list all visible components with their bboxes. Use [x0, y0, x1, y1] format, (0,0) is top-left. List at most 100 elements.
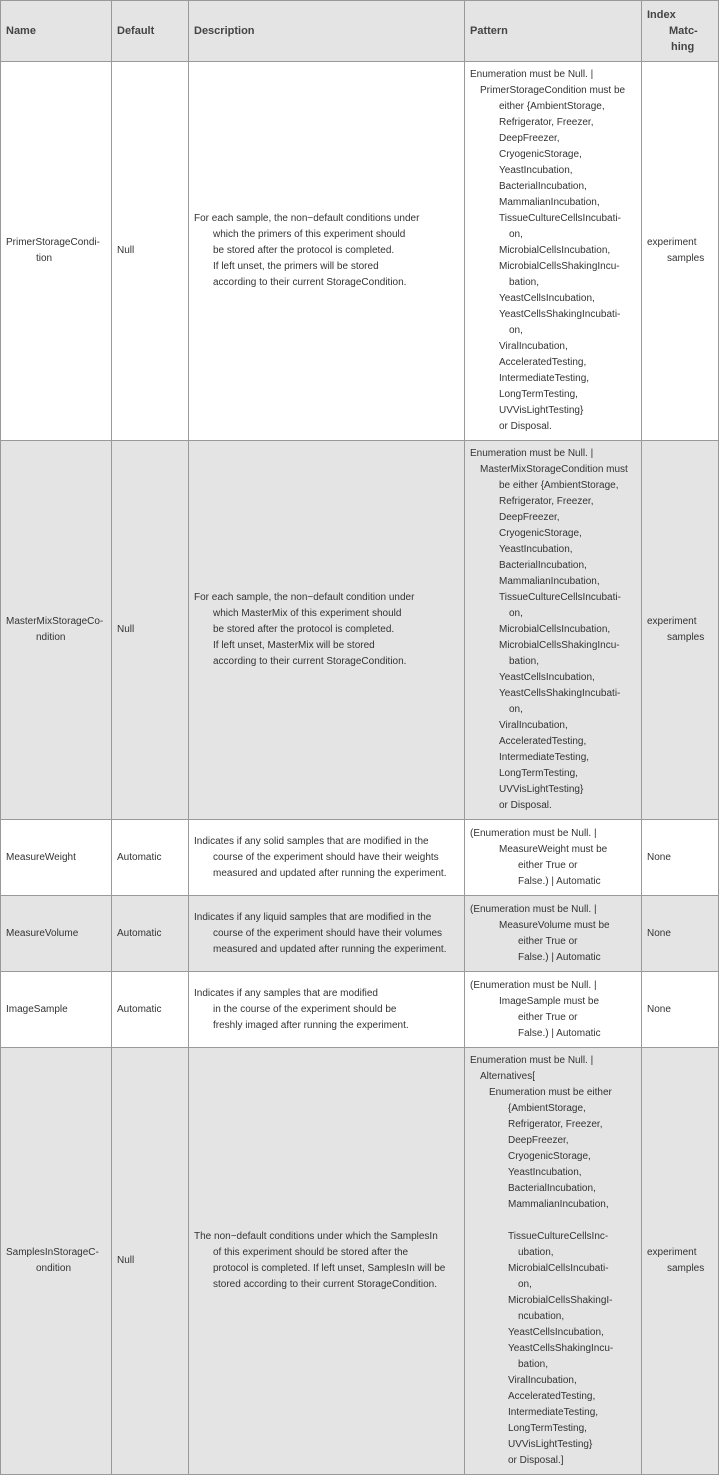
- pattern-cell-line: TissueCultureCellsInc-: [508, 1231, 609, 1242]
- pattern-cell-line: UVVisLightTesting}: [499, 405, 584, 416]
- pattern-cell-line: BacterialIncubation,: [508, 1183, 596, 1194]
- index-matching-cell: None: [641, 895, 719, 972]
- pattern-cell-line: ViralIncubation,: [508, 1375, 577, 1386]
- pattern-cell-line: ubation,: [518, 1247, 554, 1258]
- pattern-cell-line: either True or: [518, 935, 578, 947]
- pattern-cell-line: Enumeration must be Null. |: [470, 448, 594, 459]
- name-cell-line: ndition: [36, 632, 66, 643]
- pattern-cell-line: YeastCellsIncubation,: [508, 1327, 604, 1338]
- description-cell-line: be stored after the protocol is complete…: [213, 245, 395, 256]
- pattern-cell-line: Enumeration must be Null. |: [470, 69, 594, 80]
- pattern-cell-line: AcceleratedTesting,: [499, 736, 587, 747]
- pattern-cell-line: or Disposal.: [499, 800, 552, 811]
- pattern-cell-line: MicrobialCellsIncubation,: [499, 245, 611, 256]
- pattern-cell-line: MicrobialCellsShakingI-: [508, 1295, 613, 1306]
- pattern-cell-line: False.) | Automatic: [518, 1027, 601, 1039]
- pattern-cell: (Enumeration must be Null. | MeasureWeigh…: [464, 819, 642, 896]
- pattern-cell-line: MammalianIncubation,: [499, 576, 600, 587]
- pattern-cell: (Enumeration must be Null. | ImageSample …: [464, 971, 642, 1048]
- name-cell: PrimerStorageCondi-tion: [0, 61, 112, 441]
- header-name: Name: [0, 0, 112, 62]
- description-cell: For each sample, the non−default conditi…: [188, 440, 465, 820]
- index-matching-cell-line: experiment: [647, 616, 697, 627]
- index-matching-cell-line: experiment: [647, 1247, 697, 1258]
- index-matching-cell-line: experiment: [647, 237, 697, 248]
- description-cell-line: of this experiment should be stored afte…: [213, 1247, 409, 1258]
- pattern-cell-line: DeepFreezer,: [508, 1135, 569, 1146]
- pattern-cell-line: LongTermTesting,: [508, 1423, 587, 1434]
- name-cell: MasterMixStorageCo-ndition: [0, 440, 112, 820]
- index-matching-cell: experiment samples: [641, 1047, 719, 1475]
- pattern-cell-line: False.) | Automatic: [518, 951, 601, 963]
- pattern-cell-line: UVVisLightTesting}: [499, 784, 584, 795]
- pattern-cell: Enumeration must be Null. | Alternatives[…: [464, 1047, 642, 1475]
- pattern-cell-line: MicrobialCellsShakingIncu-: [499, 640, 620, 651]
- pattern-cell-line: MammalianIncubation,: [508, 1199, 609, 1210]
- table-row: MeasureVolume Automatic Indicates if any l…: [0, 895, 719, 972]
- pattern-cell: Enumeration must be Null. | PrimerStorage…: [464, 61, 642, 441]
- description-cell-line: course of the experiment should have the…: [213, 927, 443, 939]
- pattern-cell-line: Refrigerator, Freezer,: [499, 496, 594, 507]
- description-cell: The non−default conditions under which t…: [188, 1047, 465, 1475]
- pattern-cell-line: MicrobialCellsIncubati-: [508, 1263, 609, 1274]
- pattern-cell-line: IntermediateTesting,: [499, 373, 590, 384]
- name-cell: MeasureWeight: [0, 819, 112, 896]
- pattern-cell-line: or Disposal.: [499, 421, 552, 432]
- pattern-cell-line: Enumeration must be Null. |: [470, 1055, 594, 1066]
- pattern-cell-line: YeastCellsIncubation,: [499, 293, 595, 304]
- header-default: Default: [111, 0, 189, 62]
- pattern-cell-line: MicrobialCellsIncubation,: [499, 624, 611, 635]
- pattern-cell: Enumeration must be Null. | MasterMixStor…: [464, 440, 642, 820]
- description-cell-line: stored according to their current Storag…: [213, 1279, 438, 1290]
- default-cell: Automatic: [111, 819, 189, 896]
- pattern-cell-line: CryogenicStorage,: [499, 149, 582, 160]
- description-cell-line: course of the experiment should have the…: [213, 851, 439, 863]
- pattern-cell-line: Refrigerator, Freezer,: [508, 1119, 603, 1130]
- description-cell-line: Indicates if any solid samples that are …: [194, 835, 429, 847]
- index-matching-cell-line: samples: [667, 253, 705, 264]
- pattern-cell-line: BacterialIncubation,: [499, 560, 587, 571]
- pattern-cell-line: YeastIncubation,: [499, 165, 573, 176]
- index-matching-cell-line: None: [647, 927, 671, 939]
- description-cell-line: If left unset, MasterMix will be stored: [213, 640, 375, 651]
- description-cell-line: be stored after the protocol is complete…: [213, 624, 395, 635]
- pattern-cell-line: TissueCultureCellsIncubati-: [499, 592, 621, 603]
- description-cell-line: Indicates if any liquid samples that are…: [194, 911, 432, 923]
- pattern-cell-line: BacterialIncubation,: [499, 181, 587, 192]
- pattern-cell-line: DeepFreezer,: [499, 512, 560, 523]
- pattern-cell-line: ncubation,: [518, 1311, 565, 1322]
- pattern-cell-line: YeastCellsShakingIncubati-: [499, 309, 621, 320]
- description-cell-line: in the course of the experiment should b…: [213, 1003, 397, 1015]
- header-description: Description: [188, 0, 465, 62]
- pattern-cell-line: MasterMixStorageCondition must: [480, 464, 628, 475]
- name-cell-line: ImageSample: [6, 1003, 68, 1015]
- index-matching-cell-line: samples: [667, 632, 705, 643]
- header-index-matching: Index Matc- hing: [641, 0, 719, 62]
- pattern-cell-line: (Enumeration must be Null. |: [470, 979, 597, 991]
- pattern-cell-line: LongTermTesting,: [499, 768, 578, 779]
- description-cell: For each sample, the non−default conditi…: [188, 61, 465, 441]
- pattern-cell-line: AcceleratedTesting,: [508, 1391, 596, 1402]
- header-pattern: Pattern: [464, 0, 642, 62]
- name-cell-line: ondition: [36, 1263, 72, 1274]
- pattern-cell-line: UVVisLightTesting}: [508, 1439, 593, 1450]
- pattern-cell-line: on,: [509, 325, 523, 336]
- index-matching-cell: None: [641, 971, 719, 1048]
- pattern-cell-line: on,: [518, 1279, 532, 1290]
- header-index-line: hing: [671, 41, 695, 53]
- description-cell-line: freshly imaged after running the experim…: [213, 1019, 409, 1031]
- name-cell-line: SamplesInStorageC-: [6, 1247, 99, 1258]
- name-cell-line: MeasureVolume: [6, 927, 79, 939]
- table-row: MasterMixStorageCo-ndition Null For each s…: [0, 440, 719, 820]
- description-cell: Indicates if any liquid samples that are…: [188, 895, 465, 972]
- pattern-cell-line: Alternatives[: [480, 1071, 536, 1082]
- pattern-cell-line: [470, 1213, 636, 1229]
- description-cell-line: measured and updated after running the e…: [213, 943, 447, 955]
- pattern-cell-line: YeastIncubation,: [508, 1167, 582, 1178]
- pattern-cell-line: (Enumeration must be Null. |: [470, 903, 597, 915]
- pattern-cell-line: Refrigerator, Freezer,: [499, 117, 594, 128]
- pattern-cell-line: CryogenicStorage,: [508, 1151, 591, 1162]
- name-cell-line: MeasureWeight: [6, 851, 76, 863]
- header-row: Name Default Description Pattern Index M…: [0, 0, 719, 62]
- pattern-cell-line: MeasureVolume must be: [499, 919, 610, 931]
